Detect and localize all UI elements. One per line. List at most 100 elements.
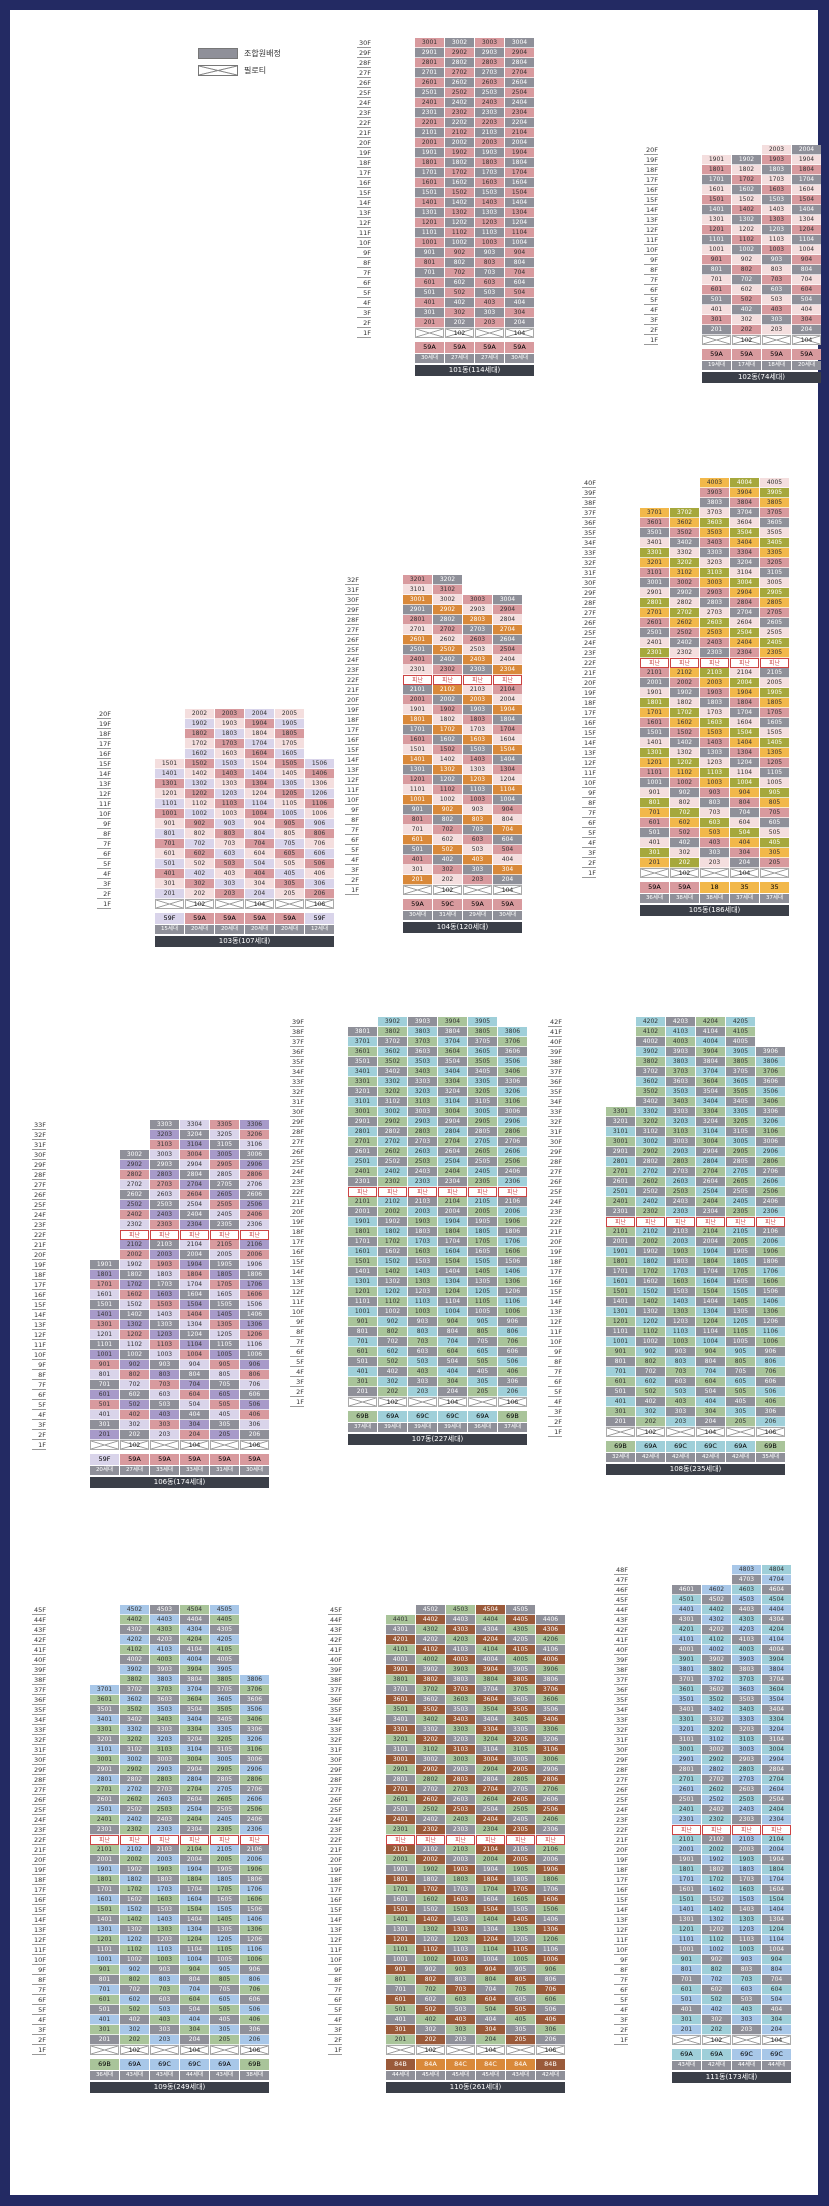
unit-cell: 2102	[378, 1197, 407, 1207]
unit-cell: 1105	[760, 768, 789, 778]
unit-cell: 4406	[536, 1615, 565, 1625]
unit-cell: 802	[445, 258, 474, 268]
floor-label: 22F	[582, 659, 596, 668]
unit-cell: 2901	[606, 1147, 635, 1157]
unit-cell: 피난	[150, 1835, 179, 1845]
unit-cell: 1903	[408, 1217, 437, 1227]
unit-cell: 803	[666, 1357, 695, 1367]
unit-cell: 1603	[666, 1277, 695, 1287]
unit-cell: 2601	[672, 1785, 701, 1795]
unit-type-label: 69A	[210, 2059, 239, 2070]
unit-columns: 1901 1801 1701 1601 1501 1401 1301 1201 1101 1001…	[90, 1120, 269, 1450]
unit-cell: 3304	[180, 1725, 209, 1735]
unit-cell: 702	[433, 825, 462, 835]
unit-cell: 1503	[475, 188, 504, 198]
unit-cell: 3603	[732, 1685, 761, 1695]
unit-cell: 1901	[415, 148, 444, 158]
unit-cell: 3104	[180, 1140, 209, 1150]
unit-column: 4502 4402 4302 4202 4102 4002 3902 3802 3702 3602…	[416, 1605, 445, 2055]
unit-cell: 804	[696, 1357, 725, 1367]
unit-cell: 1506	[536, 1905, 565, 1915]
unit-cell: 1505	[468, 1257, 497, 1267]
unit-cell: 피난	[468, 1187, 497, 1197]
floor-label: 5F	[328, 2005, 342, 2015]
unit-cell: 1204	[792, 225, 821, 235]
unit-cell: 2705	[468, 1137, 497, 1147]
unit-cell: 2003	[762, 145, 791, 155]
unit-cell: 3502	[702, 1695, 731, 1705]
unit-cell: 802	[185, 829, 214, 839]
unit-cell: 2701	[640, 608, 669, 618]
unit-cell: 2602	[120, 1795, 149, 1805]
unit-cell: 2304	[696, 1207, 725, 1217]
unit-cell: 2503	[463, 645, 492, 655]
unit-cell: 1303	[150, 1320, 179, 1330]
unit-cell: 905	[210, 1965, 239, 1975]
unit-cell: 2303	[666, 1207, 695, 1217]
unit-cell: 2506	[240, 1200, 269, 1210]
unit-cell: 1905	[275, 719, 304, 729]
unit-cell: 1003	[463, 795, 492, 805]
unit-cell: 1302	[636, 1307, 665, 1317]
unit-cell: 3703	[700, 508, 729, 518]
unit-cell: 2502	[433, 645, 462, 655]
unit-cell: 2704	[762, 1775, 791, 1785]
unit-cell: 1405	[210, 1915, 239, 1925]
unit-cell: 3304	[762, 1715, 791, 1725]
unit-cell: 604	[476, 1995, 505, 2005]
unit-cell: 1802	[433, 715, 462, 725]
unit-counts: 15세대 20세대 20세대 20세대 20세대 12세대	[155, 925, 334, 934]
floor-label: 3F	[97, 879, 111, 889]
unit-cell: 504	[730, 828, 759, 838]
unit-cell: 106	[536, 2045, 565, 2055]
unit-cell: 2803	[446, 1775, 475, 1785]
floor-label: 24F	[345, 656, 359, 665]
unit-cell: 1606	[756, 1277, 785, 1287]
floor-label: 7F	[614, 1975, 628, 1985]
unit-cell	[475, 328, 504, 338]
unit-cell: 2903	[700, 588, 729, 598]
unit-cell: 502	[636, 1387, 665, 1397]
unit-cell: 3505	[726, 1087, 755, 1097]
unit-cell: 4306	[536, 1625, 565, 1635]
unit-cell: 901	[90, 1965, 119, 1975]
unit-cell: 2802	[120, 1170, 149, 1180]
floor-label: 4F	[644, 305, 658, 315]
floor-label: 9F	[614, 1955, 628, 1965]
unit-cell: 1001	[415, 238, 444, 248]
floor-label: 41F	[32, 1646, 46, 1655]
unit-cell: 406	[240, 1410, 269, 1420]
floor-label: 6F	[644, 285, 658, 295]
unit-cell: 203	[762, 325, 791, 335]
floor-label: 12F	[644, 226, 658, 235]
unit-cell: 1601	[606, 1277, 635, 1287]
unit-cell: 201	[155, 889, 184, 899]
floor-label: 36F	[548, 1078, 562, 1087]
unit-cell: 504	[438, 1357, 467, 1367]
floor-label: 23F	[32, 1221, 46, 1230]
unit-cell	[700, 868, 729, 878]
unit-cell: 205	[760, 858, 789, 868]
unit-cell: 301	[640, 848, 669, 858]
unit-cell: 1506	[305, 759, 334, 769]
building-6: 1901 1801 1701 1601 1501 1401 1301 1201 1101 1001…	[90, 1120, 269, 1488]
unit-type-label: 18	[700, 882, 729, 893]
unit-cell: 502	[120, 1400, 149, 1410]
unit-cell: 2303	[150, 1220, 179, 1230]
unit-cell: 피난	[180, 1230, 209, 1240]
unit-cell: 2004	[730, 678, 759, 688]
unit-cell: 3601	[348, 1047, 377, 1057]
unit-cell: 2801	[606, 1157, 635, 1167]
unit-count: 43세대	[210, 2071, 239, 2080]
unit-cell: 2901	[415, 48, 444, 58]
unit-cell: 901	[403, 805, 432, 815]
unit-cell: 2802	[702, 1765, 731, 1775]
unit-cell: 1103	[762, 235, 791, 245]
unit-cell: 피난	[378, 1187, 407, 1197]
unit-cell: 104	[730, 868, 759, 878]
unit-cell: 206	[305, 889, 334, 899]
unit-cell: 1602	[636, 1277, 665, 1287]
unit-cell: 3702	[702, 1675, 731, 1685]
unit-cell: 2904	[180, 1160, 209, 1170]
unit-cell: 503	[150, 1400, 179, 1410]
